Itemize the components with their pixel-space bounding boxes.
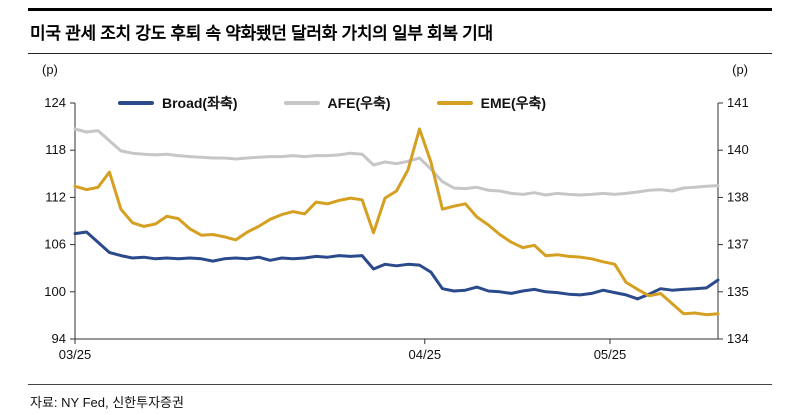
left-axis-tick-label: 94 <box>52 331 66 346</box>
legend-item: AFE(우축) <box>283 93 391 113</box>
chart-legend: Broad(좌축) AFE(우축) EME(우축) <box>117 93 547 113</box>
right-axis-tick-label: 140 <box>727 142 749 157</box>
legend-item: Broad(좌축) <box>117 93 238 113</box>
left-axis-tick-label: 118 <box>45 142 66 157</box>
chart-area: Broad(좌축) AFE(우축) EME(우축) 94 100 106 112 118 12… <box>28 79 772 376</box>
right-axis-tick-label: 134 <box>727 331 749 346</box>
legend-line-swatch <box>117 101 154 105</box>
legend-label: AFE(우축) <box>327 95 391 111</box>
legend-line-swatch <box>283 101 320 105</box>
legend-label: EME(우축) <box>480 95 547 111</box>
left-axis-unit: (p) <box>42 61 58 77</box>
right-axis-unit: (p) <box>732 61 748 77</box>
left-axis-tick-label: 124 <box>44 95 66 110</box>
left-axis-tick-label: 112 <box>45 189 66 204</box>
legend-line-swatch <box>436 101 473 105</box>
axis-unit-row: (p) (p) <box>28 61 772 77</box>
right-axis-tick-label: 138 <box>727 189 749 204</box>
x-axis-tick-label: 03/25 <box>59 347 92 362</box>
report-chart-card: 미국 관세 조치 강도 후퇴 속 약화됐던 달러화 가치의 일부 회복 기대 (… <box>28 0 772 411</box>
legend-label: Broad(좌축) <box>161 95 238 111</box>
source-note: 자료: NY Fed, 신한투자증권 <box>28 384 772 411</box>
left-axis-tick-label: 100 <box>44 284 66 299</box>
left-axis-tick-label: 106 <box>44 237 66 252</box>
series-line-eme <box>73 127 720 317</box>
chart-svg: 94 100 106 112 118 124 134 135 137 138 140 141 03/25… <box>44 95 749 362</box>
chart-title-block: 미국 관세 조치 강도 후퇴 속 약화됐던 달러화 가치의 일부 회복 기대 <box>28 8 772 54</box>
right-axis-tick-label: 137 <box>727 237 749 252</box>
right-axis-tick-label: 135 <box>727 284 749 299</box>
x-axis-tick-label: 05/25 <box>594 347 627 362</box>
legend-item: EME(우축) <box>436 93 547 113</box>
x-axis-tick-label: 04/25 <box>409 347 442 362</box>
series-line-afe <box>73 127 720 197</box>
series-line-broad <box>73 230 720 301</box>
chart-title: 미국 관세 조치 강도 후퇴 속 약화됐던 달러화 가치의 일부 회복 기대 <box>30 24 493 43</box>
right-axis-tick-label: 141 <box>727 95 749 110</box>
